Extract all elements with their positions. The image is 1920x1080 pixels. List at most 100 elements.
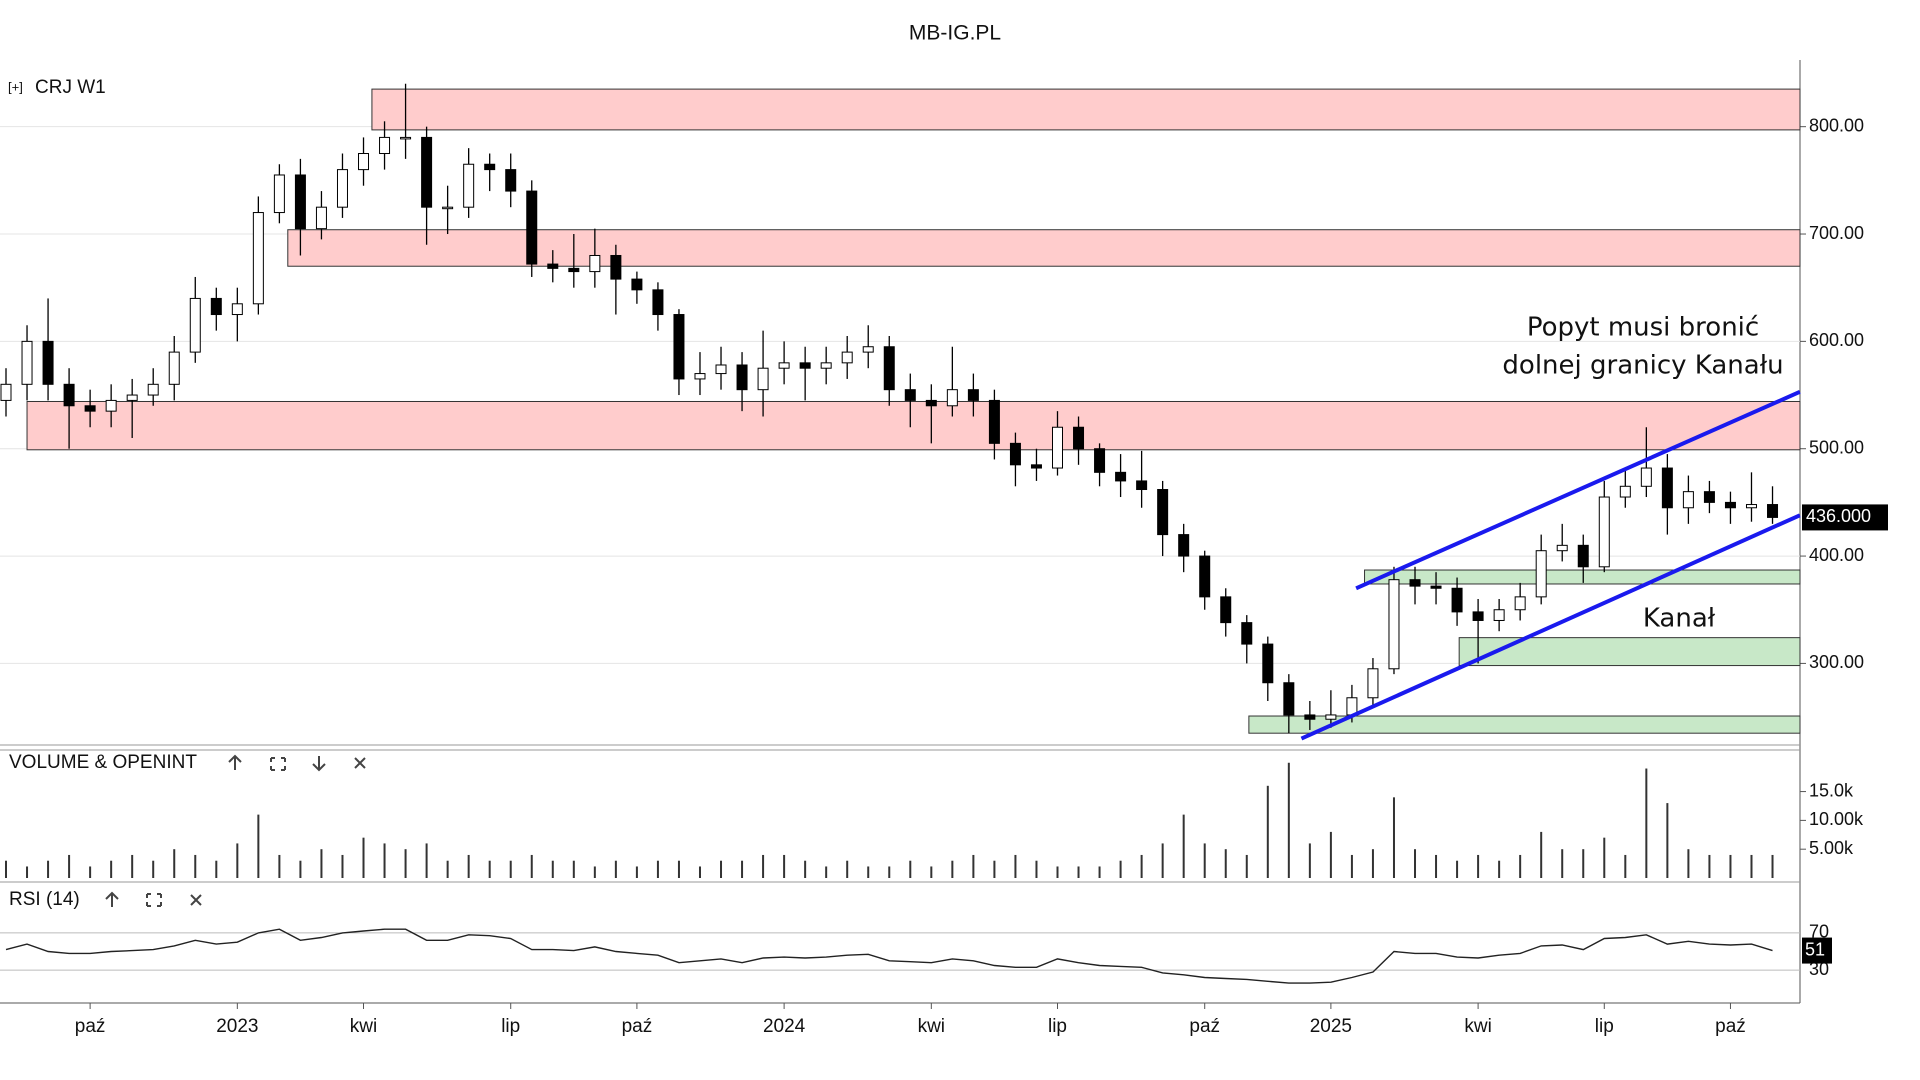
y-tick-label: 800.00 xyxy=(1809,115,1864,135)
volume-bar xyxy=(110,860,113,878)
candle-body xyxy=(442,206,454,210)
rsi-line xyxy=(5,928,1773,984)
candle-body xyxy=(631,278,643,291)
candle-body xyxy=(925,399,937,407)
chart-title: MB-IG.PL xyxy=(909,22,1001,45)
candle-body xyxy=(526,190,538,265)
collapse-icon[interactable]: [+] xyxy=(8,79,23,94)
volume-bar xyxy=(26,866,29,878)
candle-body xyxy=(1388,579,1400,670)
x-tick-label: kwi xyxy=(1464,1016,1491,1037)
candle-body xyxy=(967,389,979,401)
candle-body xyxy=(147,383,159,396)
volume-bar xyxy=(341,854,344,878)
volume-bar xyxy=(47,860,50,878)
candle-body xyxy=(84,405,96,412)
volume-bar xyxy=(194,854,197,878)
panel-buttons[interactable] xyxy=(105,754,366,907)
zone xyxy=(287,229,1801,267)
candle-body xyxy=(1304,714,1316,720)
candle-body xyxy=(189,297,201,353)
volume-bar xyxy=(1477,854,1480,878)
candle-body xyxy=(673,314,685,380)
volume-bar xyxy=(173,849,176,878)
candle-body xyxy=(126,394,138,401)
zone xyxy=(26,400,1801,451)
candle-body xyxy=(0,383,12,401)
maximize-button[interactable] xyxy=(270,757,286,771)
candle-body xyxy=(1556,544,1568,552)
move-down-button[interactable] xyxy=(312,756,326,772)
last-price-label: 436.000 xyxy=(1806,506,1871,526)
volume-bar xyxy=(1561,849,1564,878)
x-tick-label: lip xyxy=(501,1016,520,1037)
volume-bar xyxy=(467,854,470,878)
x-tick-label: paź xyxy=(622,1016,653,1037)
volume-bar xyxy=(1224,849,1227,878)
x-tick-label: paź xyxy=(1189,1016,1220,1037)
candle-body xyxy=(1052,426,1063,469)
channel-line xyxy=(1355,389,1801,591)
candle-body xyxy=(1767,504,1779,518)
move-up-button[interactable] xyxy=(105,891,119,907)
candle-body xyxy=(883,346,895,391)
volume-bar xyxy=(1077,866,1080,878)
volume-bar xyxy=(1771,854,1774,878)
zone xyxy=(1248,715,1801,734)
volume-bar xyxy=(1687,849,1690,878)
candle-body xyxy=(1367,668,1379,699)
volume-bar xyxy=(825,866,828,878)
candle-body xyxy=(1514,596,1526,611)
candle-body xyxy=(820,362,832,369)
panel-title: VOLUME & OPENINT xyxy=(9,752,197,773)
volume-bar xyxy=(68,854,71,878)
volume-bar xyxy=(1140,854,1143,878)
candle-body xyxy=(547,263,559,269)
candle-body xyxy=(294,174,306,230)
volume-bar xyxy=(1498,860,1501,878)
candle-body xyxy=(694,373,706,380)
volume-bar xyxy=(152,860,155,878)
close-button[interactable] xyxy=(354,757,366,769)
y-tick-label: 15.0k xyxy=(1809,780,1854,800)
candle-body xyxy=(400,136,412,140)
volume-bar xyxy=(1666,803,1669,878)
last-price-box xyxy=(1802,504,1888,531)
x-tick-label: kwi xyxy=(918,1016,945,1037)
volume-bar xyxy=(383,843,386,878)
candle-body xyxy=(1640,467,1652,487)
candle-body xyxy=(1535,550,1547,598)
volume-bar xyxy=(698,866,701,878)
volume-bar xyxy=(888,866,891,878)
candle-body xyxy=(1472,611,1484,621)
move-up-button[interactable] xyxy=(228,754,242,770)
candle-body xyxy=(1745,504,1757,509)
candle-body xyxy=(1136,480,1148,491)
volume-bar xyxy=(1245,854,1248,878)
volume-bar xyxy=(1519,854,1522,878)
candle-body xyxy=(1682,491,1694,509)
volume-bar xyxy=(1266,785,1269,878)
annotation: Kanał xyxy=(1643,604,1716,634)
candle-body xyxy=(1157,489,1169,536)
candle-body xyxy=(1409,579,1421,587)
volume-bar xyxy=(257,814,260,878)
volume-bar xyxy=(1750,854,1753,878)
volume-bar xyxy=(993,860,996,878)
volume-bar xyxy=(1603,837,1606,878)
annotation: dolnej granicy Kanału xyxy=(1502,351,1783,381)
candle-body xyxy=(210,297,222,316)
x-tick-label: 2025 xyxy=(1310,1016,1352,1037)
volume-bar xyxy=(1371,849,1374,878)
close-button[interactable] xyxy=(190,894,202,906)
volume-bar xyxy=(1287,762,1290,878)
volume-bar xyxy=(593,866,596,878)
y-tick-label: 600.00 xyxy=(1809,330,1864,350)
maximize-button[interactable] xyxy=(146,893,162,907)
volume-bar xyxy=(867,866,870,878)
candle-body xyxy=(1178,534,1190,557)
x-tick-label: kwi xyxy=(350,1016,377,1037)
candle-body xyxy=(1598,496,1610,568)
candle-body xyxy=(799,362,811,369)
